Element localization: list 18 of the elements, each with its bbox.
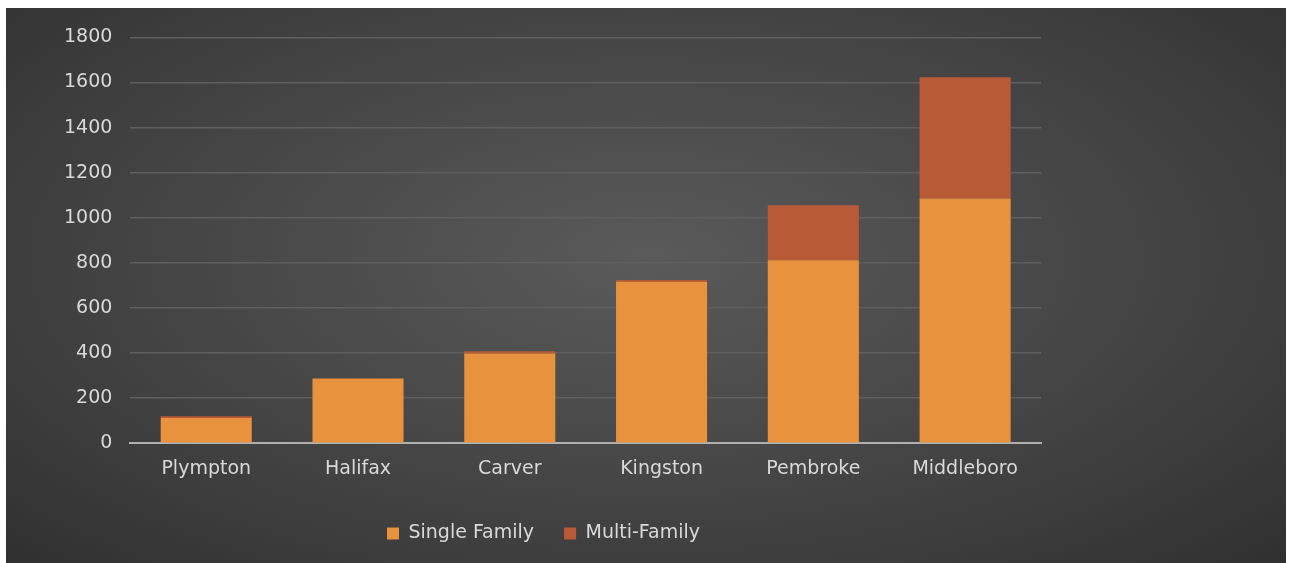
- x-tick-label: Middleboro: [912, 455, 1018, 478]
- y-tick-label: 1800: [63, 24, 113, 47]
- legend-label: Multi-Family: [585, 520, 701, 543]
- y-tick-label: 600: [76, 294, 113, 317]
- x-tick-label: Plympton: [161, 455, 252, 478]
- y-tick-label: 400: [76, 339, 113, 362]
- y-tick-label: 1200: [63, 159, 113, 182]
- x-tick-label: Halifax: [324, 455, 392, 478]
- x-tick-label: Carver: [478, 455, 542, 478]
- y-tick-label: 1600: [63, 69, 113, 92]
- y-tick-label: 200: [76, 385, 113, 408]
- x-tick-label: Pembroke: [766, 455, 861, 478]
- y-tick-label: 1400: [63, 114, 113, 137]
- y-tick-label: 1000: [63, 204, 113, 227]
- y-tick-label: 0: [100, 430, 113, 453]
- x-tick-label: Kingston: [620, 455, 703, 478]
- legend-label: Single Family: [408, 520, 535, 543]
- y-tick-label: 800: [76, 249, 113, 272]
